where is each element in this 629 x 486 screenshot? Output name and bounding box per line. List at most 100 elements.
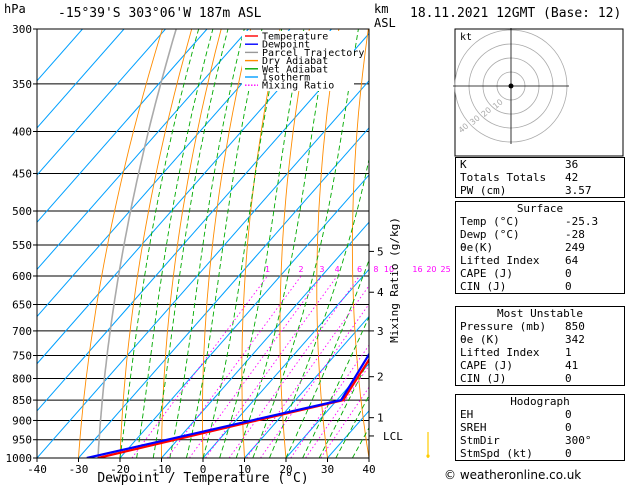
legend-label: Dry Adiabat [262,56,328,67]
dry-adiabat [119,29,193,458]
mixing-ratio-label: 10 [384,265,394,274]
wet-adiabat [268,157,369,458]
row-label: EH [460,408,474,421]
row-label: θe (K) [460,333,500,346]
mixing-ratio-label: 1 [265,265,270,274]
row-value: 342 [565,333,585,346]
dry-adiabat [316,29,340,458]
legend-label: Parcel Trajectory [262,48,364,59]
mixing-ratio-label: 25 [441,265,451,274]
mixing-ratio-label: 20 [426,265,436,274]
row-value: 36 [565,158,579,171]
table-row: θe (K) 342 [456,333,624,346]
x-tick-label: 30 [321,463,334,476]
x-tick-label: -10 [152,463,172,476]
x-tick-label: -20 [110,463,130,476]
row-value: 3.57 [565,184,592,197]
row-label: Pressure (mb) [460,320,547,333]
mixing-ratio-line [260,303,369,458]
dewpoint-line [86,352,369,458]
row-label: Dewp (°C) [460,228,520,241]
temperature-line [97,357,369,458]
wet-adiabat [152,29,229,458]
hodograph-title: Hodograph [510,395,570,408]
wet-adiabat [302,315,369,458]
mixing-ratio-label: 16 [412,265,422,274]
y-tick-label: 300 [12,23,32,36]
row-value: 249 [565,241,585,254]
dry-adiabat [201,29,252,458]
row-label: θe(K) [460,241,494,254]
table-row: Dewp (°C) -28 [456,228,624,241]
x-tick-label: 40 [362,463,375,476]
mixing-ratio-line [205,275,338,458]
wet-adiabat [252,29,359,458]
table-row: EH 0 [456,408,624,421]
isotherm-line [119,174,369,458]
y-tick-label: 800 [12,372,32,385]
row-label: Temp (°C) [460,215,520,228]
table-row: Pressure (mb) 850 [456,320,624,333]
table-row: Totals Totals 42 [456,171,624,184]
y-tick-label: 700 [12,325,32,338]
km-tick-label: 1 [377,412,384,425]
row-label: Lifted Index [460,346,540,359]
wet-adiabat [219,29,305,458]
mixing-ratio-line [167,275,302,458]
isotherm-line [37,29,166,176]
km-tick-label: 2 [377,371,384,384]
hodograph-kt-label: kt [460,32,472,43]
dry-adiabat [241,29,281,458]
surface-table: Surface Temp (°C) -25.3 Dewp (°C) -28 θe(K) 2… [455,201,625,294]
lcl-label: LCL [383,430,403,443]
row-value: 0 [565,372,572,385]
row-value: 300° [565,434,592,447]
table-row: StmDir 300° [456,434,624,447]
isotherm-line [161,221,369,458]
isotherm-line [202,268,369,458]
isotherm-line [37,29,291,318]
isotherm-line [37,29,249,271]
legend-label: Temperature [262,32,328,43]
table-row: CAPE (J) 0 [456,267,624,280]
row-label: SREH [460,421,487,434]
datetime-title: 18.11.2021 12GMT (Base: 12) [410,6,622,21]
km-tick-label: 4 [377,286,384,299]
legend-box [242,31,354,91]
y-tick-label: 600 [12,270,32,283]
dry-adiabat [161,29,222,458]
mixing-ratio-label: 8 [373,265,378,274]
y-tick-label: 350 [12,78,32,91]
surface-title: Surface [516,202,564,215]
row-label: CAPE (J) [460,359,513,372]
y-tick-label: 400 [12,126,32,139]
row-label: CIN (J) [460,372,507,385]
wet-adiabat [169,29,245,458]
table-row: Temp (°C) -25.3 [456,215,624,228]
isotherm-line [37,29,125,129]
table-row: StmSpd (kt) 0 [456,447,624,460]
wet-adiabat [318,358,369,458]
y-tick-label: 850 [12,394,32,407]
mixing-ratio-line [246,284,369,458]
location-title: -15°39'S 303°06'W 187m ASL [58,6,262,21]
mixing-ratio-line [228,275,360,458]
y-tick-label: 950 [12,434,32,447]
y-tick-label: 550 [12,239,32,252]
isotherm-line [244,315,369,458]
unstable-title: Most Unstable [496,307,584,320]
row-label: StmDir [460,434,500,447]
legend-label: Dewpoint [262,40,310,51]
row-value: 0 [565,447,572,460]
row-value: 1 [565,346,572,359]
dry-adiabat [420,29,452,458]
row-value: -25.3 [565,215,599,228]
row-value: 42 [565,171,579,184]
row-value: 0 [565,408,572,421]
row-value: -28 [565,228,585,241]
mixing-ratio-line [290,344,369,458]
mixing-ratio-label: 4 [335,265,340,274]
row-value: 41 [565,359,579,372]
table-row: CAPE (J) 41 [456,359,624,372]
